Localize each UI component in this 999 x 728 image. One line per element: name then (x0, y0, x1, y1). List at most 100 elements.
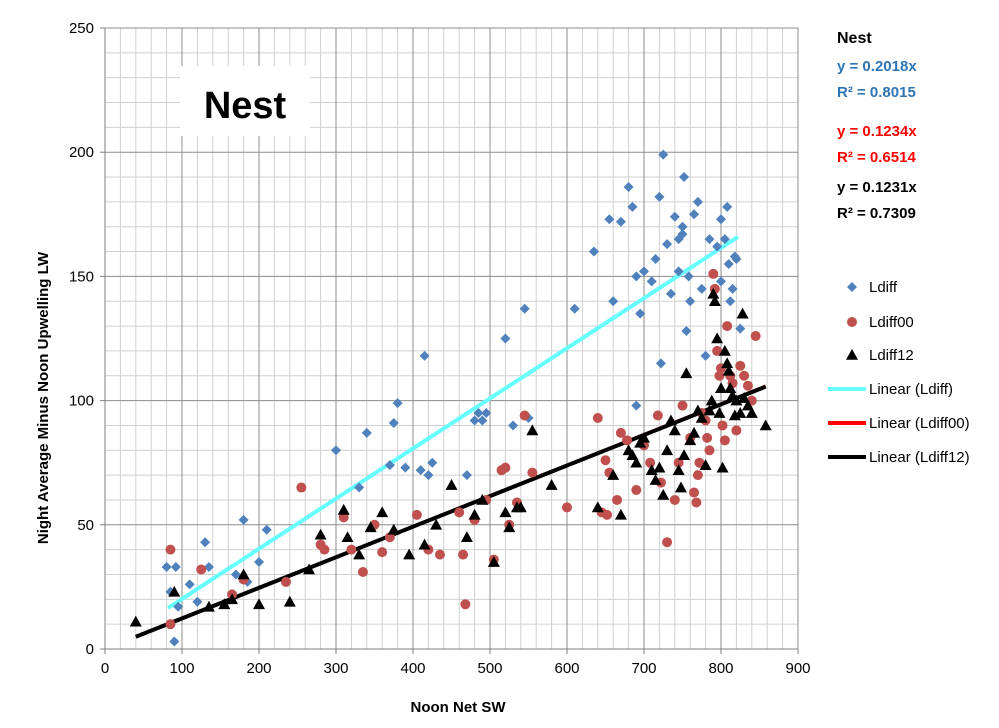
ldiff00-point (377, 547, 388, 558)
ldiff-point (677, 229, 688, 240)
ldiff-point (388, 417, 399, 428)
axes (100, 27, 799, 654)
ldiff12-point (661, 444, 674, 456)
ldiff12-point (445, 479, 458, 490)
ldiff-point (481, 408, 492, 419)
ldiff12-point (387, 523, 400, 535)
ldiff-point (719, 234, 730, 245)
x-tick-label: 400 (400, 660, 425, 677)
ldiff-point (716, 214, 726, 225)
ldiff12-point (699, 459, 712, 470)
legend-label: Ldiff12 (869, 347, 914, 364)
ldiff12-point (738, 392, 751, 403)
ldiff12-point (718, 344, 731, 356)
legend-label: Ldiff00 (869, 314, 914, 331)
ldiff12-point (218, 598, 231, 610)
ldiff12-point (503, 521, 516, 533)
ldiff12-point (364, 521, 377, 533)
ldiff-point (650, 254, 661, 265)
ldiff-point (604, 214, 615, 225)
x-tick-label: 700 (631, 660, 656, 677)
ldiff12-point (680, 367, 693, 379)
ldiff12-point (353, 548, 366, 560)
ldiff-point (669, 211, 680, 222)
ldiff00-point (694, 457, 705, 468)
ldiff12-point (591, 501, 604, 513)
ldiff00-point (739, 370, 750, 381)
ldiff-point (655, 358, 666, 369)
ldiff-point (203, 562, 214, 573)
equations-heading: Nest (837, 30, 872, 47)
x-tick-label: 900 (785, 660, 810, 677)
legend-swatch (847, 282, 857, 292)
ldiff12-point (418, 538, 431, 550)
ldiff00-point (434, 549, 445, 560)
ldiff00-point (704, 445, 715, 456)
ldiff00-point (652, 410, 663, 421)
ldiff12-point (688, 426, 701, 438)
ldiff12-point (703, 404, 716, 416)
ldiff12-point (715, 382, 727, 393)
ldiff-point (469, 415, 480, 426)
legend-swatch (846, 349, 858, 360)
ldiff12-point (724, 382, 737, 393)
ldiff12-point (303, 563, 316, 575)
ldiff-point (354, 482, 365, 493)
ldiff-point (230, 569, 241, 580)
ldiff12-point (314, 528, 327, 540)
ldiff12-point (653, 461, 666, 473)
ldiff12-point (626, 449, 639, 461)
ldiff12-point (705, 394, 718, 406)
ldiff-point (635, 308, 646, 319)
ldiff00-point (527, 467, 538, 478)
x-tick-label: 0 (101, 660, 109, 677)
ldiff00-point (742, 380, 753, 391)
y-tick-label: 0 (86, 641, 94, 658)
ldiff12-point (708, 295, 721, 307)
ldiff00-point (662, 537, 673, 548)
y-tick-label: 50 (77, 517, 94, 534)
ldiff12-point (253, 598, 265, 610)
equation-text: y = 0.1231x (837, 179, 917, 196)
x-tick-label: 200 (246, 660, 271, 677)
x-tick-label: 100 (169, 660, 194, 677)
ldiff00-point (669, 494, 680, 505)
ldiff-point (679, 172, 690, 183)
y-tick-label: 250 (69, 20, 94, 37)
ldiff12-point (734, 407, 747, 418)
ldiff-point (588, 246, 599, 257)
ldiff-point (662, 239, 673, 250)
ldiff00-point (600, 455, 611, 466)
r-squared-text: R² = 0.6514 (837, 149, 916, 166)
ldiff-point (631, 271, 642, 282)
ldiff00-point (454, 507, 465, 518)
ldiff-point (477, 415, 488, 426)
ldiff12-point (721, 357, 734, 369)
x-axis-title: Noon Net SW (411, 699, 507, 716)
ldiff00-point (319, 544, 330, 555)
ldiff12-point (545, 479, 558, 490)
legend: Ldiff Ldiff00 Ldiff12 Linear (Ldiff) Linear … (828, 279, 970, 466)
ldiff00-point (712, 345, 723, 356)
ldiff12-point (736, 307, 749, 319)
ldiff12-point (514, 501, 527, 513)
ldiff12-point (716, 461, 729, 473)
inner-title-box: Nest (180, 66, 310, 136)
ldiff00-point (691, 497, 702, 508)
ldiff00-point (719, 435, 730, 446)
ldiff12-point (759, 419, 772, 431)
ldiff-point (639, 266, 649, 277)
ldiff12-point (668, 424, 681, 436)
ldiff00-point (717, 420, 728, 431)
ldiff-point (727, 283, 738, 294)
ldiff-point (192, 596, 203, 607)
ldiff-point (519, 303, 530, 314)
y-axis-title: Night Average Minus Noon Upwelling LW (35, 251, 52, 544)
ldiff-point (673, 266, 684, 277)
ldiff-point (161, 562, 172, 573)
ldiff-point (415, 465, 426, 476)
ldiff-point (685, 296, 696, 307)
ldiff-point (692, 196, 703, 207)
ldiff00-point (714, 370, 725, 381)
ldiff12-point (630, 456, 643, 468)
